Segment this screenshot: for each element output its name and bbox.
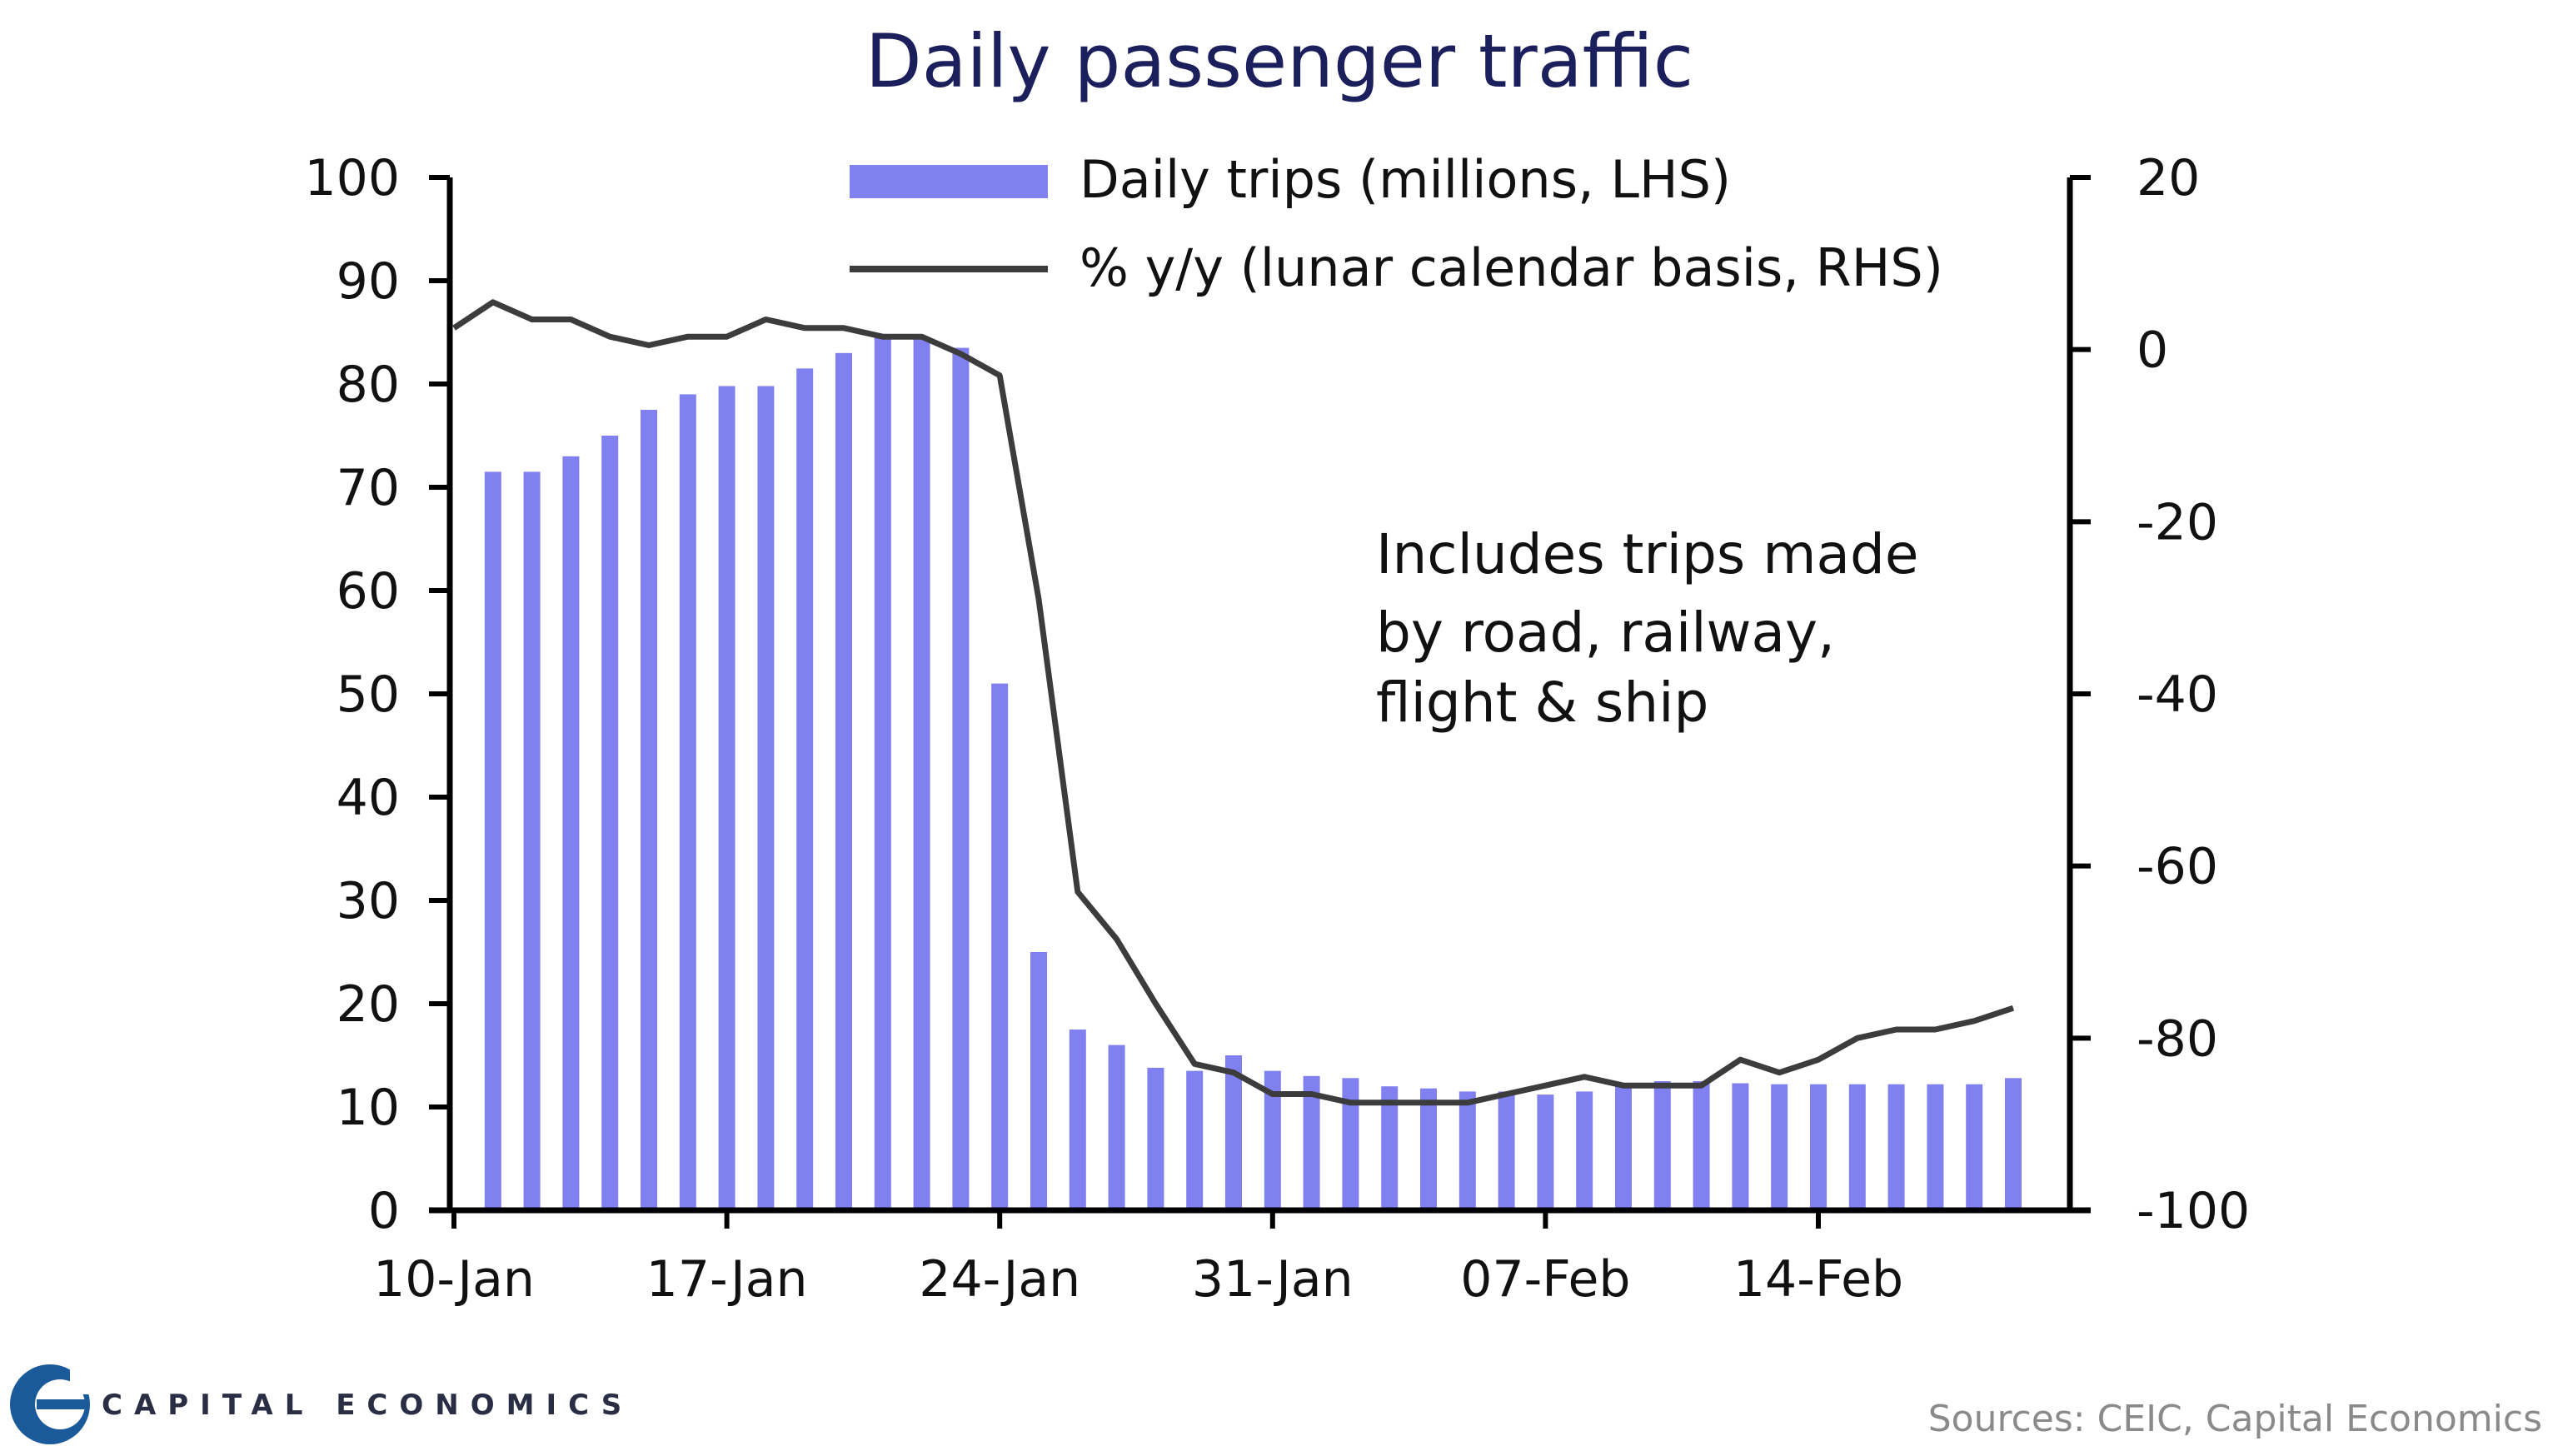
legend-label-line: % y/y (lunar calendar basis, RHS)	[1080, 237, 1943, 298]
annotation-line-3: flight & ship	[1376, 671, 1708, 735]
x-tick-label: 07-Feb	[1460, 1250, 1630, 1309]
line-series	[452, 299, 2015, 1106]
right-tick-label: -100	[2137, 1182, 2250, 1240]
legend: Daily trips (millions, LHS) % y/y (lunar…	[850, 149, 1943, 298]
bar	[1303, 1075, 1320, 1210]
left-tick-label: 100	[304, 149, 400, 207]
bar	[679, 394, 696, 1210]
bar	[1927, 1084, 1944, 1210]
left-tick-label: 30	[337, 872, 400, 930]
bar	[1147, 1067, 1164, 1210]
left-tick-label: 40	[337, 769, 400, 827]
bar	[913, 337, 930, 1211]
bar	[1459, 1091, 1476, 1210]
bar	[1537, 1094, 1554, 1210]
bar	[1810, 1084, 1827, 1210]
bar	[1381, 1086, 1399, 1210]
axes	[429, 177, 2091, 1214]
bar	[1848, 1084, 1866, 1210]
x-axis-ticks: 10-Jan 17-Jan 24-Jan 31-Jan 07-Feb 14-Feb	[373, 1210, 1903, 1309]
x-tick-label: 10-Jan	[373, 1250, 535, 1309]
right-tick-label: 0	[2137, 322, 2168, 380]
capital-economics-e-logo-icon	[10, 1364, 95, 1444]
bar	[874, 337, 891, 1211]
bar	[757, 386, 775, 1210]
right-tick-label: -40	[2137, 666, 2218, 724]
left-tick-label: 90	[337, 252, 400, 311]
series-line	[452, 299, 2015, 1106]
bar	[562, 456, 580, 1210]
bar	[1732, 1083, 1749, 1210]
bar	[1576, 1091, 1593, 1210]
annotation-line-2: by road, railway,	[1376, 601, 1835, 665]
right-tick-label: 20	[2137, 149, 2200, 207]
bar-series	[484, 337, 2022, 1211]
bar	[484, 471, 501, 1210]
right-tick-label: -60	[2137, 838, 2218, 896]
right-tick-label: -20	[2137, 493, 2218, 551]
bar	[1225, 1055, 1242, 1210]
x-tick-label: 17-Jan	[646, 1250, 808, 1309]
bar	[1030, 952, 1047, 1210]
brand-name: CAPITAL ECONOMICS	[102, 1389, 633, 1422]
bar	[601, 436, 619, 1210]
bar	[1069, 1030, 1086, 1210]
bar	[1342, 1078, 1359, 1210]
left-tick-label: 60	[337, 562, 400, 621]
bar	[1771, 1084, 1788, 1210]
bar	[523, 471, 541, 1210]
bar	[991, 683, 1009, 1210]
bar	[1264, 1070, 1281, 1210]
left-tick-label: 20	[337, 975, 400, 1034]
left-tick-label: 10	[337, 1079, 400, 1137]
bar	[1887, 1084, 1905, 1210]
annotation: Includes trips made by road, railway, fl…	[1376, 522, 1918, 735]
source-note: Sources: CEIC, Capital Economics	[1928, 1398, 2542, 1440]
bar	[641, 410, 657, 1210]
x-tick-label: 31-Jan	[1192, 1250, 1354, 1309]
bar	[796, 368, 814, 1210]
x-tick-label: 14-Feb	[1733, 1250, 1903, 1309]
bar	[1498, 1091, 1515, 1210]
left-axis-ticks: 0 10 20 30 40 50 60 70 80 90 100	[304, 149, 450, 1240]
bar	[1108, 1045, 1125, 1210]
bar	[1186, 1070, 1204, 1210]
bar	[952, 347, 970, 1211]
bar	[1693, 1081, 1710, 1210]
legend-label-bars: Daily trips (millions, LHS)	[1080, 149, 1731, 210]
legend-swatch-bars	[850, 165, 1048, 198]
bar	[835, 352, 852, 1210]
chart-title: Daily passenger traffic	[865, 18, 1693, 104]
left-tick-label: 50	[337, 666, 400, 724]
left-tick-label: 80	[337, 356, 400, 414]
left-tick-label: 0	[368, 1182, 400, 1240]
bar	[1966, 1084, 1983, 1210]
bar	[718, 386, 735, 1210]
bar	[2005, 1078, 2022, 1210]
bar	[1420, 1088, 1437, 1210]
left-tick-label: 70	[337, 459, 400, 517]
right-tick-label: -80	[2137, 1010, 2218, 1068]
annotation-line-1: Includes trips made	[1376, 522, 1918, 586]
bar	[1653, 1081, 1671, 1210]
bar	[1615, 1086, 1632, 1210]
x-tick-label: 24-Jan	[919, 1250, 1080, 1309]
logo: CAPITAL ECONOMICS	[10, 1364, 633, 1444]
right-axis-ticks: -100 -80 -60 -40 -20 0 20	[2070, 149, 2250, 1240]
